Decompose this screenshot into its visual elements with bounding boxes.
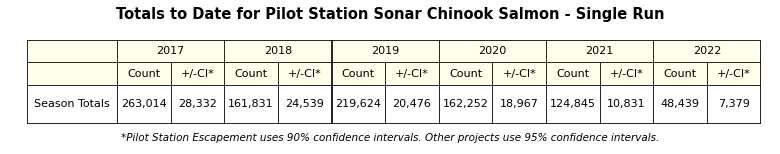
Text: +/-CI*: +/-CI*	[609, 69, 644, 79]
Text: +/-CI*: +/-CI*	[288, 69, 321, 79]
Text: +/-CI*: +/-CI*	[717, 69, 750, 79]
Text: +/-CI*: +/-CI*	[180, 69, 214, 79]
Text: 28,332: 28,332	[178, 99, 217, 109]
Text: Count: Count	[449, 69, 482, 79]
Text: 2019: 2019	[371, 46, 399, 56]
Text: 2021: 2021	[586, 46, 614, 56]
Text: Count: Count	[664, 69, 697, 79]
Text: Count: Count	[235, 69, 268, 79]
Text: 2020: 2020	[478, 46, 506, 56]
Text: 2018: 2018	[264, 46, 292, 56]
Text: Count: Count	[342, 69, 375, 79]
Text: 2017: 2017	[157, 46, 185, 56]
Text: 10,831: 10,831	[607, 99, 646, 109]
Text: 263,014: 263,014	[121, 99, 167, 109]
Text: 219,624: 219,624	[335, 99, 381, 109]
Text: 24,539: 24,539	[285, 99, 324, 109]
Text: Count: Count	[556, 69, 590, 79]
Text: 20,476: 20,476	[392, 99, 431, 109]
Text: 124,845: 124,845	[550, 99, 596, 109]
Text: 162,252: 162,252	[442, 99, 488, 109]
Text: Season Totals: Season Totals	[34, 99, 110, 109]
Text: 48,439: 48,439	[661, 99, 700, 109]
Text: +/-CI*: +/-CI*	[502, 69, 536, 79]
Text: *Pilot Station Escapement uses 90% confidence intervals. Other projects use 95% : *Pilot Station Escapement uses 90% confi…	[121, 133, 659, 143]
Text: 2022: 2022	[693, 46, 721, 56]
Text: Count: Count	[127, 69, 161, 79]
Text: 161,831: 161,831	[229, 99, 274, 109]
Text: Totals to Date for Pilot Station Sonar Chinook Salmon - Single Run: Totals to Date for Pilot Station Sonar C…	[115, 7, 665, 22]
Text: 7,379: 7,379	[718, 99, 750, 109]
Text: +/-CI*: +/-CI*	[395, 69, 429, 79]
Text: 18,967: 18,967	[500, 99, 539, 109]
